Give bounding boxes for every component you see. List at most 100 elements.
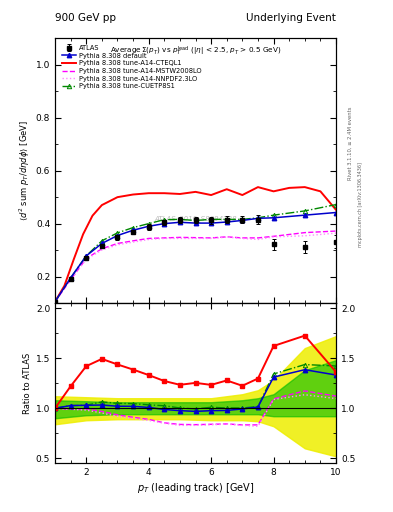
Pythia 8.308 tune-A14-MSTW2008LO [53,298,57,305]
Pythia 8.308 tune-A14-MSTW2008LO [224,234,229,240]
Y-axis label: $\langle d^{2}$ sum $p_T/d\eta d\phi\rangle$ [GeV]: $\langle d^{2}$ sum $p_T/d\eta d\phi\ran… [17,120,31,221]
Pythia 8.308 tune-A14-MSTW2008LO [115,241,120,247]
Pythia 8.308 tune-CUETP8S1 [255,215,260,221]
Line: Pythia 8.308 tune-A14-NNPDF2.3LO: Pythia 8.308 tune-A14-NNPDF2.3LO [55,233,336,302]
Pythia 8.308 tune-A14-CTEQL1 [255,184,260,190]
Pythia 8.308 tune-CUETP8S1 [240,216,245,222]
X-axis label: $p_T$ (leading track) [GeV]: $p_T$ (leading track) [GeV] [137,481,254,496]
Pythia 8.308 tune-A14-CTEQL1 [271,188,276,195]
Pythia 8.308 tune-A14-NNPDF2.3LO [224,234,229,240]
Pythia 8.308 tune-A14-MSTW2008LO [193,234,198,241]
Pythia 8.308 tune-A14-NNPDF2.3LO [115,242,120,248]
Text: mcplots.cern.ch [arXiv:1306.3436]: mcplots.cern.ch [arXiv:1306.3436] [358,162,363,247]
Pythia 8.308 default [178,219,182,225]
Y-axis label: Ratio to ATLAS: Ratio to ATLAS [23,353,31,414]
Pythia 8.308 default [334,209,338,216]
Pythia 8.308 default [303,212,307,218]
Line: Pythia 8.308 tune-A14-CTEQL1: Pythia 8.308 tune-A14-CTEQL1 [55,187,336,302]
Pythia 8.308 tune-A14-CTEQL1 [62,283,67,289]
Pythia 8.308 default [162,221,167,227]
Pythia 8.308 tune-A14-MSTW2008LO [209,235,213,241]
Pythia 8.308 tune-A14-MSTW2008LO [255,235,260,241]
Pythia 8.308 tune-A14-CTEQL1 [287,185,292,191]
Pythia 8.308 tune-A14-NNPDF2.3LO [303,233,307,239]
Pythia 8.308 tune-A14-NNPDF2.3LO [131,239,136,245]
Pythia 8.308 tune-A14-CTEQL1 [240,192,245,198]
Pythia 8.308 tune-A14-CTEQL1 [115,194,120,200]
Pythia 8.308 tune-A14-CTEQL1 [131,191,136,198]
Pythia 8.308 tune-A14-NNPDF2.3LO [334,230,338,236]
Pythia 8.308 tune-CUETP8S1 [53,298,57,305]
Pythia 8.308 tune-CUETP8S1 [68,275,73,281]
Pythia 8.308 tune-A14-CTEQL1 [81,231,86,237]
Pythia 8.308 tune-A14-CTEQL1 [318,188,323,195]
Pythia 8.308 tune-A14-CTEQL1 [334,207,338,213]
Pythia 8.308 tune-A14-MSTW2008LO [68,276,73,283]
Pythia 8.308 tune-A14-MSTW2008LO [131,238,136,244]
Pythia 8.308 tune-A14-NNPDF2.3LO [193,236,198,242]
Pythia 8.308 tune-A14-CTEQL1 [193,189,198,195]
Pythia 8.308 tune-A14-MSTW2008LO [334,228,338,234]
Pythia 8.308 tune-A14-NNPDF2.3LO [53,298,57,305]
Pythia 8.308 tune-CUETP8S1 [131,225,136,231]
Pythia 8.308 tune-CUETP8S1 [209,216,213,222]
Pythia 8.308 default [224,219,229,225]
Pythia 8.308 tune-CUETP8S1 [162,217,167,223]
Pythia 8.308 default [68,275,73,281]
Pythia 8.308 tune-CUETP8S1 [271,212,276,218]
Pythia 8.308 default [131,227,136,233]
Pythia 8.308 tune-A14-NNPDF2.3LO [240,236,245,242]
Pythia 8.308 tune-CUETP8S1 [303,208,307,214]
Pythia 8.308 default [255,215,260,221]
Pythia 8.308 tune-A14-MSTW2008LO [240,235,245,241]
Pythia 8.308 tune-CUETP8S1 [193,218,198,224]
Pythia 8.308 tune-A14-NNPDF2.3LO [255,237,260,243]
Pythia 8.308 default [84,253,88,259]
Pythia 8.308 tune-A14-MSTW2008LO [162,235,167,241]
Pythia 8.308 tune-A14-NNPDF2.3LO [68,276,73,283]
Pythia 8.308 tune-CUETP8S1 [334,202,338,208]
Pythia 8.308 default [99,241,104,247]
Text: Average$\,\Sigma(p_T)$ vs $p_T^{\rm lead}$ ($|\eta|$ < 2.5, $p_T$ > 0.5 GeV): Average$\,\Sigma(p_T)$ vs $p_T^{\rm lead… [110,45,281,58]
Pythia 8.308 tune-CUETP8S1 [146,221,151,227]
Pythia 8.308 tune-A14-CTEQL1 [99,202,104,208]
Pythia 8.308 tune-A14-MSTW2008LO [99,246,104,252]
Pythia 8.308 tune-A14-NNPDF2.3LO [178,236,182,242]
Pythia 8.308 tune-A14-CTEQL1 [303,184,307,190]
Pythia 8.308 tune-A14-CTEQL1 [209,192,213,198]
Pythia 8.308 default [240,218,245,224]
Pythia 8.308 default [209,220,213,226]
Pythia 8.308 tune-A14-CTEQL1 [72,257,76,263]
Pythia 8.308 default [271,215,276,221]
Line: Pythia 8.308 tune-CUETP8S1: Pythia 8.308 tune-CUETP8S1 [53,202,338,304]
Pythia 8.308 tune-A14-MSTW2008LO [303,229,307,236]
Pythia 8.308 default [193,220,198,226]
Pythia 8.308 tune-CUETP8S1 [178,216,182,222]
Pythia 8.308 tune-CUETP8S1 [224,216,229,222]
Pythia 8.308 tune-CUETP8S1 [115,230,120,236]
Pythia 8.308 tune-A14-NNPDF2.3LO [84,257,88,263]
Pythia 8.308 tune-A14-CTEQL1 [53,298,57,305]
Text: Rivet 3.1.10, ≥ 2.4M events: Rivet 3.1.10, ≥ 2.4M events [348,106,353,180]
Pythia 8.308 tune-A14-CTEQL1 [90,212,95,219]
Pythia 8.308 tune-A14-CTEQL1 [146,190,151,196]
Pythia 8.308 tune-A14-NNPDF2.3LO [209,236,213,242]
Text: Underlying Event: Underlying Event [246,13,336,23]
Pythia 8.308 default [53,298,57,305]
Pythia 8.308 tune-CUETP8S1 [99,238,104,244]
Text: ATLAS_2010_S8894728: ATLAS_2010_S8894728 [154,215,237,222]
Pythia 8.308 tune-A14-CTEQL1 [224,186,229,193]
Pythia 8.308 tune-A14-MSTW2008LO [146,236,151,242]
Line: Pythia 8.308 default: Pythia 8.308 default [53,210,338,304]
Pythia 8.308 default [115,232,120,239]
Pythia 8.308 tune-A14-MSTW2008LO [84,255,88,262]
Pythia 8.308 tune-A14-CTEQL1 [178,191,182,197]
Pythia 8.308 tune-A14-NNPDF2.3LO [271,234,276,240]
Pythia 8.308 default [146,223,151,229]
Legend: ATLAS, Pythia 8.308 default, Pythia 8.308 tune-A14-CTEQL1, Pythia 8.308 tune-A14: ATLAS, Pythia 8.308 default, Pythia 8.30… [59,42,204,92]
Pythia 8.308 tune-A14-MSTW2008LO [271,233,276,240]
Pythia 8.308 tune-A14-NNPDF2.3LO [162,236,167,242]
Pythia 8.308 tune-CUETP8S1 [84,253,88,259]
Pythia 8.308 tune-A14-NNPDF2.3LO [99,247,104,253]
Line: Pythia 8.308 tune-A14-MSTW2008LO: Pythia 8.308 tune-A14-MSTW2008LO [55,231,336,302]
